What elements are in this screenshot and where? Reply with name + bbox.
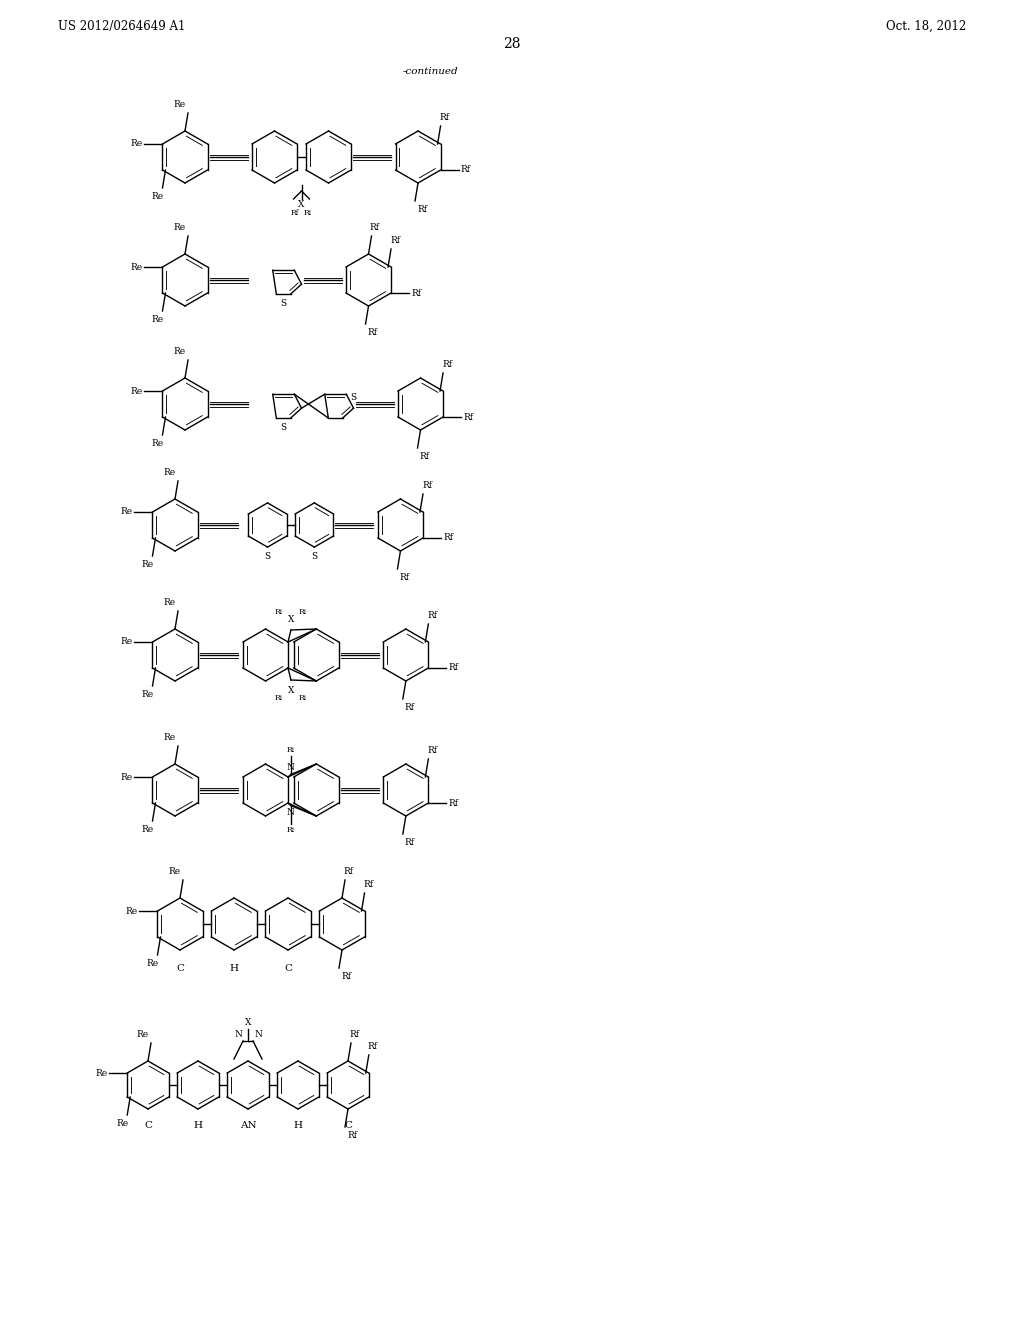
Text: Ri: Ri <box>287 746 295 755</box>
Text: AN: AN <box>240 1121 256 1130</box>
Text: Re: Re <box>164 469 176 477</box>
Text: Re: Re <box>141 560 154 569</box>
Text: Rf: Rf <box>442 360 452 370</box>
Text: Re: Re <box>141 825 154 834</box>
Text: Ri: Ri <box>287 825 295 834</box>
Text: Rf: Rf <box>399 573 410 582</box>
Text: Ri: Ri <box>274 694 283 702</box>
Text: Re: Re <box>169 867 181 876</box>
Text: Rf: Rf <box>461 165 471 174</box>
Text: Re: Re <box>137 1030 150 1039</box>
Text: Re: Re <box>125 907 137 916</box>
Text: N: N <box>254 1030 262 1039</box>
Text: X: X <box>245 1018 251 1027</box>
Text: Rf: Rf <box>427 746 437 755</box>
Text: Rf: Rf <box>463 412 473 421</box>
Text: US 2012/0264649 A1: US 2012/0264649 A1 <box>58 20 185 33</box>
Text: Rf: Rf <box>411 289 421 297</box>
Text: Rf: Rf <box>439 114 450 121</box>
Text: Rf: Rf <box>390 236 400 246</box>
Text: Rf: Rf <box>443 533 453 543</box>
Text: Re: Re <box>152 315 164 323</box>
Text: C: C <box>344 1121 352 1130</box>
Text: Re: Re <box>152 191 164 201</box>
Text: Rf: Rf <box>343 867 353 876</box>
Text: Re: Re <box>146 960 159 968</box>
Text: Re: Re <box>130 263 142 272</box>
Text: Ri: Ri <box>303 209 311 216</box>
Text: N: N <box>287 763 295 772</box>
Text: X: X <box>288 615 294 624</box>
Text: Rf: Rf <box>422 480 432 490</box>
Text: S: S <box>264 552 270 561</box>
Text: H: H <box>194 1121 203 1130</box>
Text: C: C <box>176 964 184 973</box>
Text: Rf: Rf <box>449 664 459 672</box>
Text: Rf: Rf <box>341 972 351 981</box>
Text: Rf: Rf <box>349 1030 359 1039</box>
Text: N: N <box>287 808 295 817</box>
Text: Oct. 18, 2012: Oct. 18, 2012 <box>886 20 966 33</box>
Text: Re: Re <box>116 1119 128 1129</box>
Text: Rf: Rf <box>368 1041 378 1051</box>
Text: Re: Re <box>95 1068 108 1077</box>
Text: Rf: Rf <box>427 611 437 620</box>
Text: Rf: Rf <box>347 1131 357 1140</box>
Text: X: X <box>288 686 294 696</box>
Text: Re: Re <box>121 507 132 516</box>
Text: Rf: Rf <box>291 209 299 216</box>
Text: Rf: Rf <box>370 223 380 232</box>
Text: Re: Re <box>141 690 154 700</box>
Text: H: H <box>294 1121 302 1130</box>
Text: Re: Re <box>174 347 186 356</box>
Text: Rf: Rf <box>404 704 415 711</box>
Text: Ri: Ri <box>274 609 283 616</box>
Text: Re: Re <box>164 598 176 607</box>
Text: Ri: Ri <box>299 694 307 702</box>
Text: Rf: Rf <box>404 838 415 847</box>
Text: Rf: Rf <box>417 205 427 214</box>
Text: Re: Re <box>174 223 186 232</box>
Text: Re: Re <box>121 772 132 781</box>
Text: C: C <box>284 964 292 973</box>
Text: -continued: -continued <box>402 67 458 77</box>
Text: Rf: Rf <box>368 327 378 337</box>
Text: S: S <box>281 422 287 432</box>
Text: Re: Re <box>130 140 142 149</box>
Text: Re: Re <box>164 733 176 742</box>
Text: H: H <box>229 964 239 973</box>
Text: Rf: Rf <box>364 880 374 888</box>
Text: Rf: Rf <box>449 799 459 808</box>
Text: Re: Re <box>121 638 132 647</box>
Text: N: N <box>234 1030 242 1039</box>
Text: 28: 28 <box>503 37 521 51</box>
Text: Re: Re <box>130 387 142 396</box>
Text: S: S <box>350 392 356 401</box>
Text: C: C <box>144 1121 152 1130</box>
Text: Rf: Rf <box>420 451 429 461</box>
Text: X: X <box>298 201 305 209</box>
Text: Re: Re <box>174 100 186 110</box>
Text: Re: Re <box>152 440 164 447</box>
Text: Ri: Ri <box>299 609 307 616</box>
Text: S: S <box>311 552 317 561</box>
Text: S: S <box>281 300 287 308</box>
